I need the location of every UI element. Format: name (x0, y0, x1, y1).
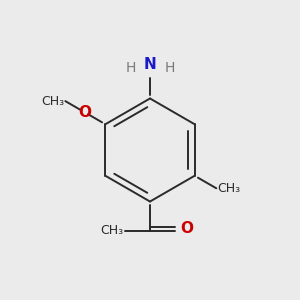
Text: CH₃: CH₃ (41, 94, 64, 108)
Text: O: O (78, 105, 91, 120)
Text: H: H (125, 61, 136, 75)
Text: O: O (180, 221, 193, 236)
Text: N: N (144, 57, 156, 72)
Text: H: H (164, 61, 175, 75)
Text: CH₃: CH₃ (101, 224, 124, 238)
Text: CH₃: CH₃ (218, 182, 241, 195)
